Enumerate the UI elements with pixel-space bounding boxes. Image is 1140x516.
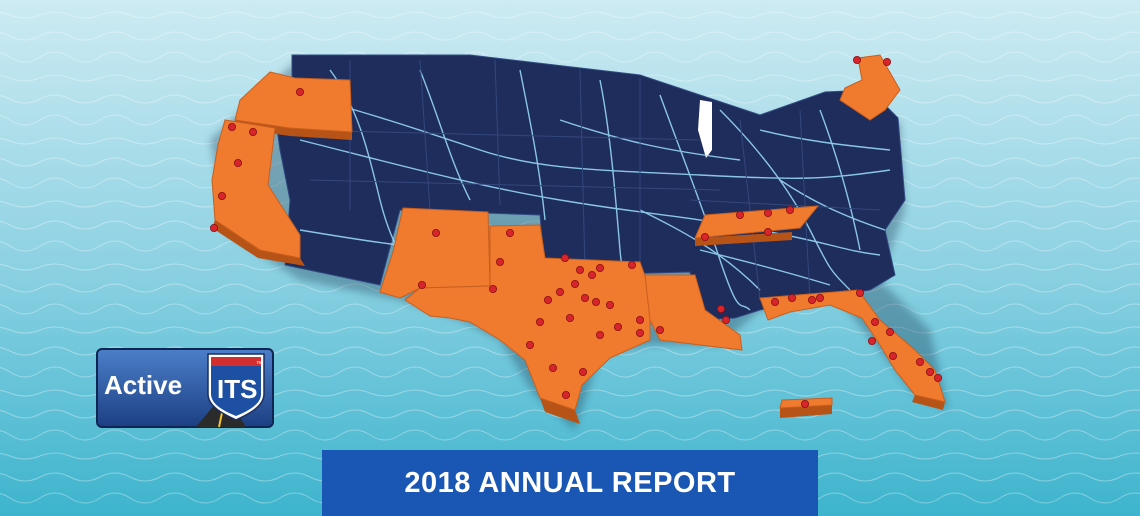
site-marker bbox=[505, 228, 514, 237]
site-marker bbox=[934, 373, 943, 382]
site-marker bbox=[581, 293, 590, 302]
site-marker bbox=[628, 260, 637, 269]
site-marker bbox=[736, 210, 745, 219]
site-marker bbox=[566, 313, 575, 322]
site-marker bbox=[579, 367, 588, 376]
road-network bbox=[299, 69, 891, 321]
active-its-logo: Active ITS ™ bbox=[96, 348, 274, 428]
logo-text-its: ITS bbox=[217, 374, 257, 404]
site-marker bbox=[576, 265, 585, 274]
site-marker bbox=[871, 317, 880, 326]
site-marker bbox=[596, 330, 605, 339]
site-marker bbox=[636, 315, 645, 324]
site-marker bbox=[764, 208, 773, 217]
site-marker bbox=[556, 287, 565, 296]
site-marker bbox=[788, 293, 797, 302]
state-new-mexico bbox=[379, 207, 491, 299]
site-marker bbox=[588, 270, 597, 279]
site-marker bbox=[606, 300, 615, 309]
logo-trademark: ™ bbox=[256, 361, 263, 368]
state-maine bbox=[839, 54, 901, 121]
wave-line bbox=[0, 31, 1140, 41]
highlighted-states bbox=[211, 54, 946, 424]
site-marker bbox=[526, 340, 535, 349]
site-marker bbox=[786, 205, 795, 214]
site-marker bbox=[431, 228, 440, 237]
site-marker bbox=[771, 297, 780, 306]
site-marker bbox=[886, 327, 895, 336]
site-marker bbox=[544, 295, 553, 304]
site-marker bbox=[853, 56, 862, 65]
site-marker bbox=[868, 336, 877, 345]
annual-report-banner: 2018 ANNUAL REPORT bbox=[322, 450, 818, 516]
wave-line bbox=[0, 429, 1140, 441]
site-marker bbox=[495, 257, 504, 266]
wave-line bbox=[0, 11, 1140, 19]
state-florida bbox=[759, 289, 946, 403]
site-marker bbox=[717, 304, 726, 313]
site-marker bbox=[801, 399, 810, 408]
site-marker bbox=[227, 123, 236, 132]
state-texas-oklahoma bbox=[404, 224, 651, 411]
site-marker bbox=[816, 293, 825, 302]
site-marker bbox=[417, 280, 426, 289]
state-oregon-top bbox=[234, 71, 353, 133]
site-marker bbox=[883, 58, 892, 67]
site-marker bbox=[764, 227, 773, 236]
site-marker bbox=[549, 363, 558, 372]
report-title: 2018 ANNUAL REPORT bbox=[404, 466, 736, 499]
site-marker bbox=[561, 253, 570, 262]
lake-michigan bbox=[698, 100, 712, 158]
site-marker bbox=[248, 127, 257, 136]
site-marker bbox=[209, 223, 218, 232]
site-marker bbox=[571, 279, 580, 288]
site-marker bbox=[233, 158, 242, 167]
site-marker bbox=[916, 357, 925, 366]
site-marker bbox=[217, 191, 226, 200]
site-marker bbox=[536, 317, 545, 326]
state-texas-side bbox=[540, 398, 580, 424]
site-marker bbox=[856, 288, 865, 297]
site-marker bbox=[722, 315, 731, 324]
site-marker bbox=[592, 297, 601, 306]
site-marker bbox=[562, 390, 571, 399]
wave-line bbox=[0, 51, 1140, 63]
site-marker bbox=[596, 263, 605, 272]
site-marker bbox=[808, 295, 817, 304]
state-tennessee bbox=[694, 205, 820, 239]
state-louisiana bbox=[644, 274, 743, 351]
site-marker bbox=[636, 328, 645, 337]
site-marker bbox=[614, 322, 623, 331]
puerto-rico bbox=[780, 405, 832, 418]
site-marker bbox=[488, 284, 497, 293]
site-markers bbox=[209, 56, 943, 408]
site-marker bbox=[701, 232, 710, 241]
site-marker bbox=[926, 367, 935, 376]
state-california bbox=[211, 119, 301, 259]
logo-text-active: Active bbox=[104, 370, 182, 400]
site-marker bbox=[889, 351, 898, 360]
state-florida-side bbox=[912, 395, 945, 410]
site-marker bbox=[656, 325, 665, 334]
state-oregon bbox=[232, 120, 352, 140]
site-marker bbox=[295, 88, 304, 97]
